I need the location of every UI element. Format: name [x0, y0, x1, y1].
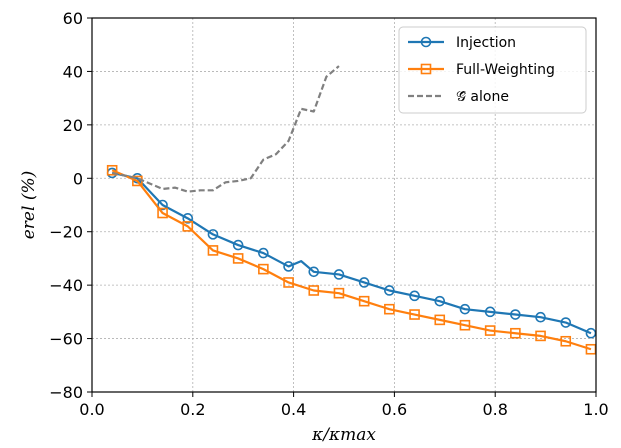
data-point-injection [510, 309, 521, 320]
data-point-injection [358, 277, 370, 288]
data-point-injection [308, 266, 320, 278]
data-point-full-weighting [409, 309, 420, 320]
series-line-full-weighting [111, 169, 592, 351]
y-axis-label: erel (%) [19, 171, 39, 240]
x-tick-label: 1.0 [583, 400, 608, 419]
legend-marker [420, 36, 432, 48]
series-g-alone [111, 65, 340, 193]
data-point-full-weighting [232, 253, 244, 264]
plot-frame [91, 17, 597, 393]
legend-item-full-weighting: Full-Weighting [408, 62, 555, 78]
y-tick-label: 0 [73, 169, 83, 188]
y-tick-label: 40 [63, 62, 83, 81]
data-point-full-weighting [207, 245, 219, 256]
data-point-injection [207, 229, 219, 240]
legend-label: 𝒢̂ alone [456, 89, 509, 105]
data-point-injection [157, 199, 168, 211]
legend-label: Injection [456, 35, 516, 51]
x-tick-label: 0.2 [180, 400, 205, 419]
data-point-injection [182, 213, 194, 224]
data-point-full-weighting [484, 325, 496, 336]
data-point-full-weighting [358, 295, 370, 307]
data-point-injection [333, 269, 345, 280]
data-point-full-weighting [434, 314, 446, 326]
data-point-full-weighting [258, 263, 269, 275]
data-point-full-weighting [535, 330, 546, 342]
data-point-full-weighting [308, 285, 320, 296]
data-point-full-weighting [106, 164, 118, 176]
legend-item-g-alone: 𝒢̂ alone [408, 89, 509, 105]
series-full-weighting [106, 164, 597, 355]
data-point-full-weighting [560, 335, 572, 347]
data-point-injection [484, 306, 496, 318]
y-tick-label: −80 [49, 383, 83, 402]
legend-item-injection: Injection [408, 35, 516, 51]
y-tick-label: 60 [63, 9, 83, 28]
axis-ticks: 0.0 0.2 0.4 0.6 0.8 1.0 60 40 20 0 −20 −40 −60 −80 [49, 9, 608, 419]
x-axis-label: κ/κmax [311, 425, 376, 445]
data-point-injection [232, 239, 244, 251]
y-tick-label: −40 [49, 276, 83, 295]
data-point-injection [535, 311, 546, 323]
x-tick-label: 0.0 [79, 400, 104, 419]
data-point-injection [409, 290, 420, 302]
y-tick-label: −20 [49, 223, 83, 242]
data-point-injection [384, 285, 395, 296]
data-point-full-weighting [182, 221, 194, 232]
data-point-injection [560, 317, 572, 328]
series-line-injection [111, 171, 592, 335]
series-line-g-alone [111, 65, 340, 193]
data-point-injection [283, 261, 294, 272]
data-point-full-weighting [333, 287, 345, 299]
data-point-injection [258, 247, 269, 259]
x-tick-label: 0.8 [482, 400, 507, 419]
grid [91, 17, 597, 393]
series-injection [106, 167, 597, 339]
data-point-full-weighting [459, 319, 471, 331]
y-tick-label: −60 [49, 330, 83, 349]
data-point-injection [459, 303, 471, 315]
x-tick-label: 0.6 [382, 400, 407, 419]
data-point-full-weighting [384, 303, 395, 315]
y-tick-label: 20 [63, 116, 83, 135]
x-tick-label: 0.4 [281, 400, 306, 419]
legend: Injection Full-Weighting 𝒢̂ alone [398, 26, 587, 114]
legend-label: Full-Weighting [456, 62, 555, 78]
legend-box [398, 26, 587, 114]
data-point-injection [434, 295, 446, 307]
data-point-full-weighting [283, 277, 294, 288]
plot-series [106, 65, 597, 355]
data-point-full-weighting [157, 207, 168, 219]
legend-marker [420, 63, 432, 75]
data-point-full-weighting [510, 327, 521, 339]
